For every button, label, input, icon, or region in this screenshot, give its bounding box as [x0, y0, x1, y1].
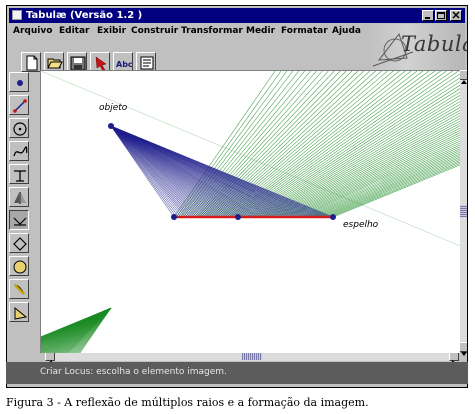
window-title: Tabulæ (Versão 1.2 ): [26, 10, 143, 21]
menu-transformar[interactable]: Transformar: [181, 26, 243, 36]
construction-toolbar: [7, 69, 33, 323]
menu-construir[interactable]: Construir: [131, 26, 179, 36]
open-folder-icon: [47, 58, 63, 69]
menu-arquivo[interactable]: Arquivo: [13, 26, 53, 36]
reflection-icon: [13, 217, 27, 226]
polygon-icon: [13, 237, 27, 251]
tool-polygon[interactable]: [9, 233, 29, 253]
curve-icon: [13, 146, 28, 157]
new-file-icon: [26, 55, 38, 71]
app-window: Tabulæ (Versão 1.2 ) Arquivo Editar Exib…: [6, 5, 468, 388]
horizontal-scroll-thumb[interactable]: [242, 352, 262, 360]
vertical-scrollbar[interactable]: [459, 70, 467, 356]
scroll-up-button[interactable]: [459, 70, 467, 84]
tool-triangle[interactable]: [9, 302, 29, 322]
pointer-button[interactable]: [90, 52, 110, 72]
app-icon: [12, 10, 22, 20]
logo-emblem-icon: [372, 32, 414, 67]
tool-curve[interactable]: [9, 141, 29, 161]
notes-button[interactable]: [136, 52, 156, 72]
symmetry-icon: [14, 192, 26, 204]
figure-caption: Figura 3 - A reflexão de múltiplos raios…: [6, 396, 369, 409]
label-tool-button[interactable]: Abc: [113, 52, 133, 72]
scroll-down-button[interactable]: [459, 342, 467, 356]
status-text: Criar Locus: escolha o elemento imagem.: [40, 367, 227, 377]
arc-icon: [14, 284, 25, 295]
vertical-scroll-thumb[interactable]: [460, 205, 467, 217]
close-button[interactable]: [450, 10, 462, 21]
perpendicular-icon: [14, 170, 26, 182]
tool-circle-outline[interactable]: [9, 256, 29, 276]
tool-point[interactable]: [9, 72, 29, 92]
points[interactable]: [108, 123, 336, 220]
close-icon: [452, 11, 460, 19]
maximize-icon: [437, 12, 445, 19]
triangle-icon: [14, 306, 28, 320]
mirror-mid-point[interactable]: [235, 214, 241, 220]
menu-exibir[interactable]: Exibir: [97, 26, 127, 36]
title-bar[interactable]: Tabulæ (Versão 1.2 ): [9, 8, 465, 23]
main-toolbar: Abc: [9, 51, 169, 75]
tool-reflection-active[interactable]: [9, 210, 29, 230]
svg-text:Abc: Abc: [116, 60, 132, 69]
menu-bar: Arquivo Editar Exibir Construir Transfor…: [9, 24, 429, 38]
ray-diagram[interactable]: objeto espelho: [41, 71, 460, 353]
tool-circle[interactable]: [9, 118, 29, 138]
new-file-button[interactable]: [21, 52, 41, 72]
open-button[interactable]: [44, 52, 64, 72]
object-label: objeto: [99, 103, 128, 113]
minimize-button[interactable]: [422, 10, 434, 21]
save-button[interactable]: [67, 52, 87, 72]
circle-icon: [13, 122, 27, 136]
tool-segment[interactable]: [9, 95, 29, 115]
incident-rays: [110, 125, 334, 218]
mirror-left-point[interactable]: [171, 214, 177, 220]
label-text-icon: Abc: [116, 60, 132, 69]
menu-editar[interactable]: Editar: [59, 26, 90, 36]
save-disk-icon: [70, 56, 86, 71]
segment-icon: [13, 99, 27, 113]
object-point[interactable]: [108, 123, 114, 129]
mirror-label: espelho: [343, 220, 379, 230]
circle-outline-icon: [13, 260, 27, 274]
minimize-icon: [425, 17, 430, 19]
notes-icon: [140, 56, 154, 70]
tool-arc[interactable]: [9, 279, 29, 299]
pointer-arrow-icon: [95, 56, 107, 71]
tabulae-logo: Tabulæ: [369, 24, 467, 74]
arrow-down-icon: [461, 352, 467, 356]
status-bar: Criar Locus: escolha o elemento imagem.: [6, 362, 468, 384]
tool-perpendicular[interactable]: [9, 164, 29, 184]
maximize-button[interactable]: [435, 10, 447, 21]
tool-symmetry[interactable]: [9, 187, 29, 207]
logo-text: Tabulæ: [401, 32, 467, 56]
menu-medir[interactable]: Medir: [246, 26, 276, 36]
menu-ajuda[interactable]: Ajuda: [332, 26, 361, 36]
menu-formatar[interactable]: Formatar: [281, 26, 328, 36]
point-icon: [17, 80, 23, 86]
drawing-canvas[interactable]: objeto espelho: [40, 70, 460, 353]
arrow-up-icon: [461, 80, 467, 84]
mirror-right-point[interactable]: [330, 214, 336, 220]
